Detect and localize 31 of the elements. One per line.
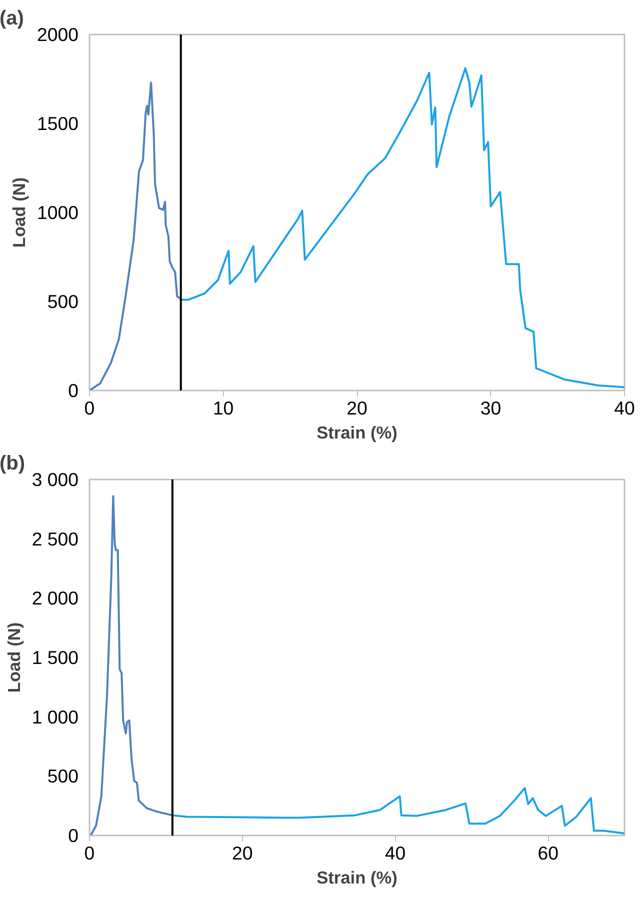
x-axis-title: Strain (%) <box>316 422 398 442</box>
chart-title: (a) <box>0 8 24 30</box>
line-series <box>171 787 624 834</box>
y-tick-label: 1 500 <box>32 647 78 668</box>
y-tick-label: 2 000 <box>32 588 78 609</box>
x-tick-label: 40 <box>614 398 635 418</box>
x-tick-label: 40 <box>384 842 406 864</box>
y-tick-label: 0 <box>68 380 79 401</box>
line-series <box>90 82 182 390</box>
y-tick-label: 1000 <box>36 202 79 223</box>
y-tick-label: 3 000 <box>32 469 78 490</box>
y-axis-title: Load (N) <box>8 177 29 248</box>
x-tick-label: 0 <box>84 398 95 418</box>
y-tick-label: 2 500 <box>32 528 78 550</box>
y-tick-label: 1 000 <box>32 706 78 728</box>
x-tick-label: 20 <box>232 842 253 864</box>
x-axis-title: Strain (%) <box>316 868 398 888</box>
x-tick-label: 30 <box>480 398 502 418</box>
y-tick-label: 500 <box>47 291 79 312</box>
y-tick-label: 2000 <box>36 24 79 45</box>
x-tick-label: 20 <box>346 398 368 418</box>
line-series <box>90 495 174 836</box>
y-axis-title: Load (N) <box>4 622 24 693</box>
y-tick-label: 500 <box>47 766 79 787</box>
y-tick-label: 0 <box>68 825 79 846</box>
y-tick-label: 1500 <box>36 113 79 134</box>
x-tick-label: 0 <box>84 842 95 864</box>
x-tick-label: 60 <box>538 842 558 864</box>
chart-title: (b) <box>0 452 26 474</box>
x-tick-label: 10 <box>212 398 234 418</box>
line-series <box>179 67 624 388</box>
